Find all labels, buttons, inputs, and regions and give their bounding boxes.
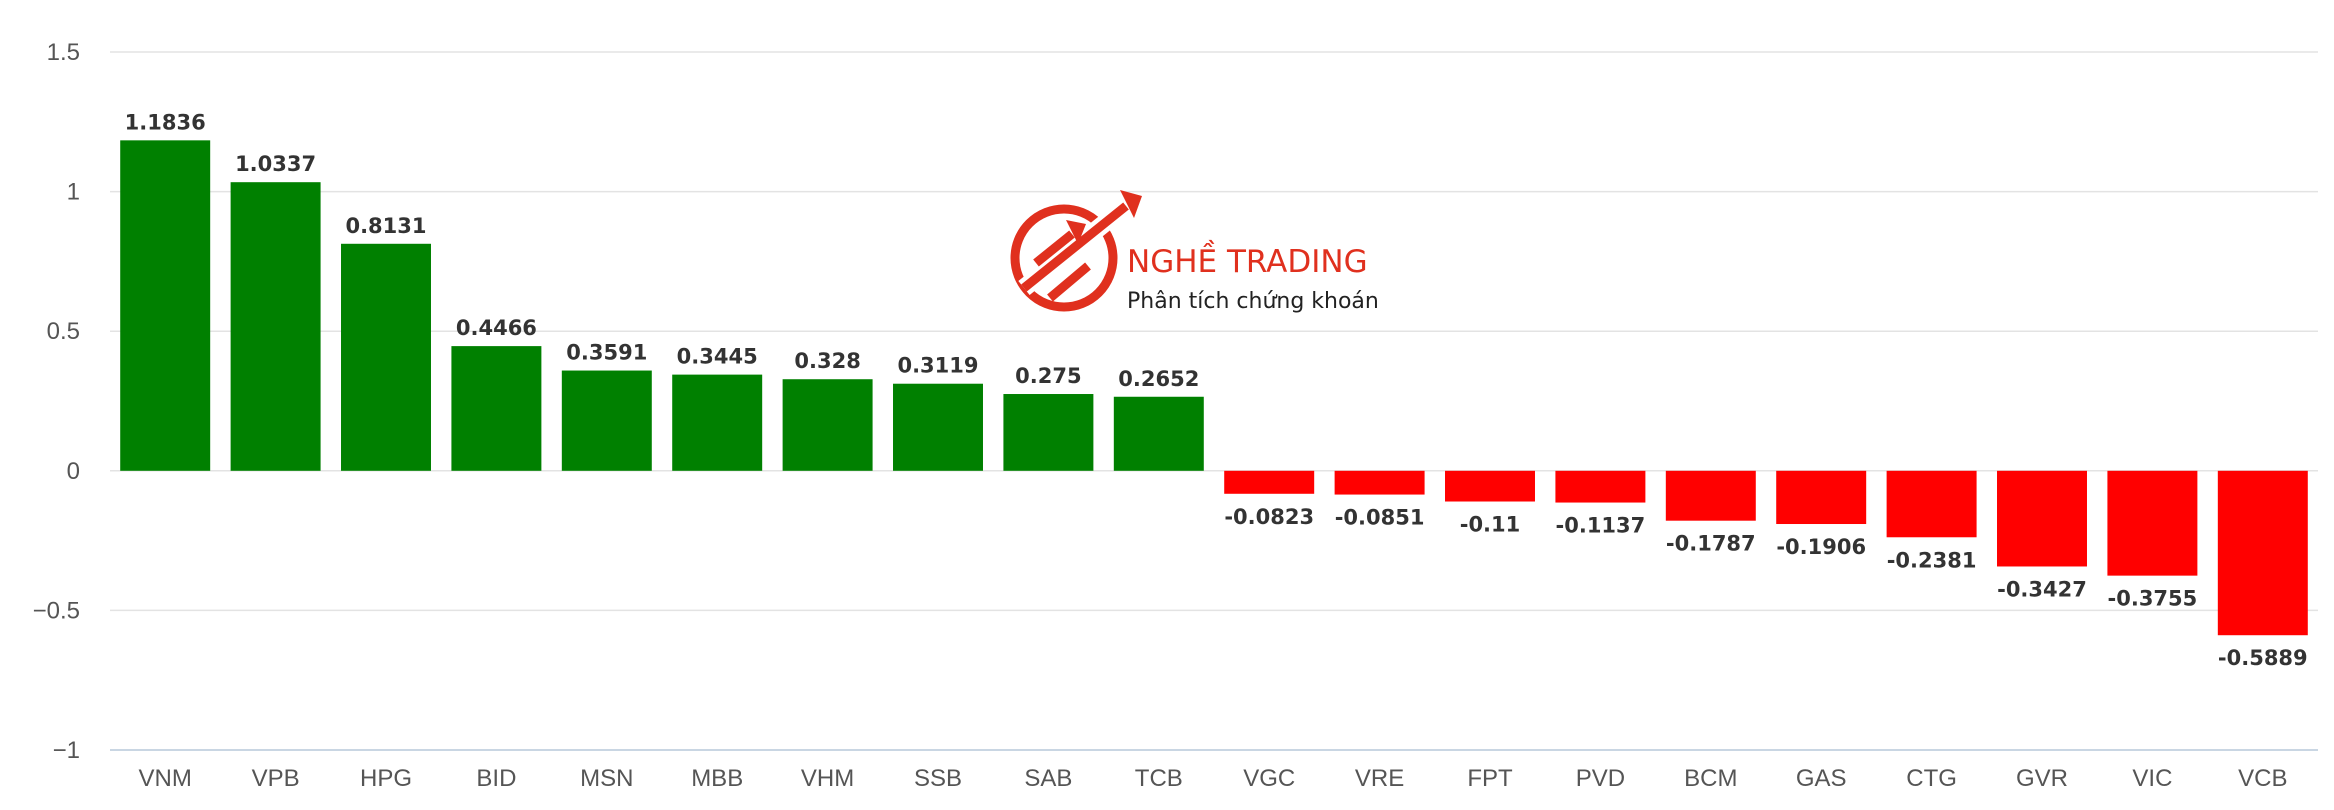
x-tick-label: MSN [580,765,633,792]
data-label: 0.8131 [345,214,426,238]
data-label: 1.1836 [125,110,206,134]
data-label: -0.3755 [2108,587,2198,611]
x-tick-label: TCB [1135,765,1183,792]
x-tick-label: VHM [801,765,854,792]
brand-name: NGHỀ TRADING [1127,241,1368,280]
data-label: 0.3591 [566,341,647,365]
x-axis-ticks: VNM VPB HPG BID MSN MBB VHM SSB SAB TCB VGC VRE FPT P… [139,765,2288,792]
bar-vpb[interactable] [230,182,321,471]
data-labels: 1.1836 1.0337 0.8131 0.4466 0.3591 0.3445 0.32… [125,110,2308,670]
x-tick-label: VNM [139,765,192,792]
bar-vre[interactable] [1334,470,1425,495]
x-tick-label: FPT [1467,765,1513,792]
x-tick-label: VIC [2132,765,2172,792]
data-label: 0.2652 [1118,367,1199,391]
bar-msn[interactable] [561,370,652,471]
bar-vic[interactable] [2107,470,2198,576]
x-tick-label: BID [476,765,516,792]
x-tick-label: MBB [691,765,743,792]
x-tick-label: SSB [914,765,962,792]
x-tick-label: BCM [1684,765,1737,792]
bar-gas[interactable] [1776,470,1867,525]
bar-vcb[interactable] [2217,470,2308,636]
bar-ctg[interactable] [1886,470,1977,538]
data-label: 0.328 [794,349,860,373]
x-tick-label: CTG [1906,765,1957,792]
data-label: -0.2381 [1887,548,1977,572]
trading-arrows-icon [1010,190,1142,312]
x-tick-label: GAS [1796,765,1847,792]
bar-vgc[interactable] [1224,470,1315,494]
data-label: -0.1137 [1556,514,1646,538]
data-label: 0.4466 [456,316,537,340]
x-tick-label: HPG [360,765,412,792]
bar-mbb[interactable] [672,374,763,471]
y-tick-label: 0.5 [47,318,80,345]
y-tick-label: −1 [53,737,80,764]
data-label: -0.0823 [1224,505,1314,529]
data-label: -0.11 [1460,513,1521,537]
x-tick-label: GVR [2016,765,2068,792]
bar-sab[interactable] [1003,394,1094,471]
bar-bcm[interactable] [1665,470,1756,521]
bar-bid[interactable] [451,346,542,471]
bar-vnm[interactable] [120,140,211,471]
data-label: -0.1787 [1666,532,1756,556]
bar-pvd[interactable] [1555,470,1646,503]
data-label: 0.3445 [677,345,758,369]
x-tick-label: VPB [252,765,300,792]
x-tick-label: PVD [1576,765,1625,792]
bar-fpt[interactable] [1445,470,1535,502]
y-tick-label: 1 [67,179,80,206]
x-tick-label: VCB [2238,765,2287,792]
y-tick-label: 0 [67,458,80,485]
data-label: -0.3427 [1997,577,2087,601]
bars [120,140,2308,636]
x-tick-label: VGC [1243,765,1295,792]
brand-tagline: Phân tích chứng khoán [1127,289,1379,314]
bar-vhm[interactable] [782,379,873,471]
y-tick-label: 1.5 [47,39,80,66]
x-tick-label: VRE [1355,765,1404,792]
grid-lines [110,51,2318,751]
data-label: -0.0851 [1335,506,1425,530]
data-label: 0.3119 [897,354,978,378]
bar-tcb[interactable] [1113,396,1204,471]
data-label: 0.275 [1015,364,1081,388]
data-label: 1.0337 [235,152,316,176]
data-label: -0.5889 [2218,646,2308,670]
watermark-logo: NGHỀ TRADING Phân tích chứng khoán [1010,190,1379,314]
data-label: -0.1906 [1776,535,1866,559]
bar-ssb[interactable] [893,383,983,471]
bar-gvr[interactable] [1997,470,2087,567]
bar-hpg[interactable] [341,243,431,471]
y-axis-ticks: 1.5 1 0.5 0 −0.5 −1 [33,39,80,764]
y-tick-label: −0.5 [33,597,80,624]
x-tick-label: SAB [1024,765,1072,792]
